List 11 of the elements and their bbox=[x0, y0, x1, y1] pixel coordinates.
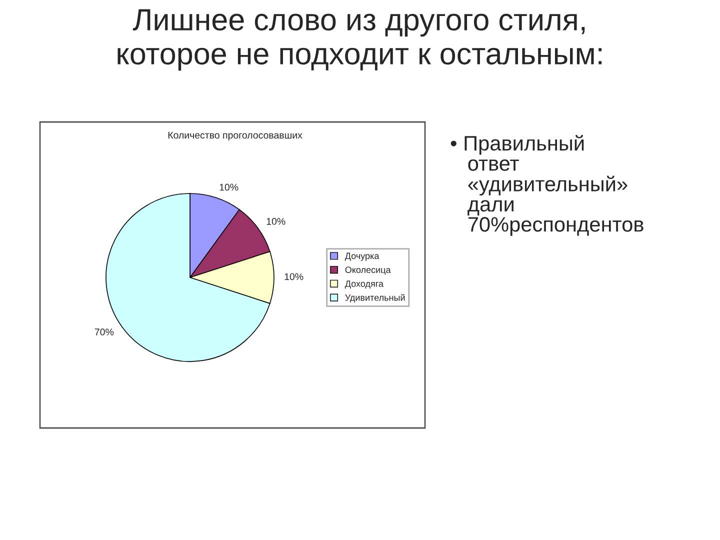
legend-label: Удивительный bbox=[345, 294, 405, 302]
data-label: 10% bbox=[220, 184, 238, 191]
data-label: 10% bbox=[284, 273, 304, 280]
legend-label: Околесица bbox=[345, 266, 391, 275]
legend-label: Доходяга bbox=[344, 280, 384, 289]
data-label: 70% bbox=[94, 328, 114, 336]
text: • Правильный ответ «удивительный» дали 70%респондентов bbox=[450, 135, 644, 236]
chart-title: Лишнее слово из другого стиля, которое не подходит к остальным: bbox=[118, 9, 602, 71]
chart-subtitle: Количество проголосовавших bbox=[168, 132, 302, 141]
data-label: 10% bbox=[266, 218, 286, 225]
legend-label: Дочурка bbox=[344, 252, 380, 261]
